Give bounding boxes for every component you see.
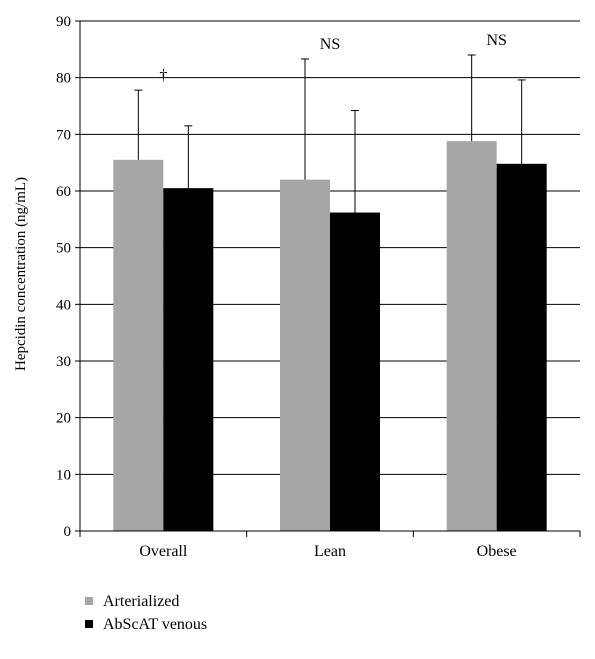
y-tick-label: 40 xyxy=(56,297,71,313)
y-tick-label: 50 xyxy=(56,241,71,257)
y-axis-title: Hepcidin concentration (ng/mL) xyxy=(13,177,29,371)
bar-arterialized-overall xyxy=(113,159,164,532)
y-tick-label: 10 xyxy=(56,467,71,483)
y-tick-label: 30 xyxy=(56,354,71,370)
significance-annotations: † NS NS xyxy=(159,32,507,84)
y-tick-label: 80 xyxy=(56,71,71,87)
legend-swatch-arterialized xyxy=(85,597,93,605)
significance-annotation: NS xyxy=(486,32,506,49)
x-category-label: Obese xyxy=(477,543,517,560)
y-tick-label: 20 xyxy=(56,411,71,427)
y-tick-label: 0 xyxy=(64,524,72,540)
error-bars xyxy=(134,54,526,213)
y-tick-label: 70 xyxy=(56,127,71,143)
legend: Arterialized AbScAT venous xyxy=(85,593,207,633)
bars xyxy=(113,141,547,532)
significance-annotation: NS xyxy=(320,36,340,53)
x-category-label: Overall xyxy=(139,543,188,560)
bar-arterialized-lean xyxy=(280,179,330,531)
significance-annotation: † xyxy=(159,67,167,84)
x-category-labels: Overall Lean Obese xyxy=(139,543,516,560)
legend-swatch-abscat-venous xyxy=(85,620,93,628)
legend-label: AbScAT venous xyxy=(103,616,207,633)
legend-label: Arterialized xyxy=(103,593,179,610)
bar-arterialized-obese xyxy=(446,141,497,531)
bar-abscat-venous-lean xyxy=(330,212,380,532)
bar-abscat-venous-overall xyxy=(163,188,214,531)
bar-abscat-venous-obese xyxy=(496,163,547,532)
y-tick-labels: 0 10 20 30 40 50 60 70 80 90 xyxy=(56,14,71,540)
y-tick-label: 60 xyxy=(56,184,71,200)
x-category-label: Lean xyxy=(314,543,346,560)
axes xyxy=(75,20,581,537)
y-tick-label: 90 xyxy=(56,14,71,30)
